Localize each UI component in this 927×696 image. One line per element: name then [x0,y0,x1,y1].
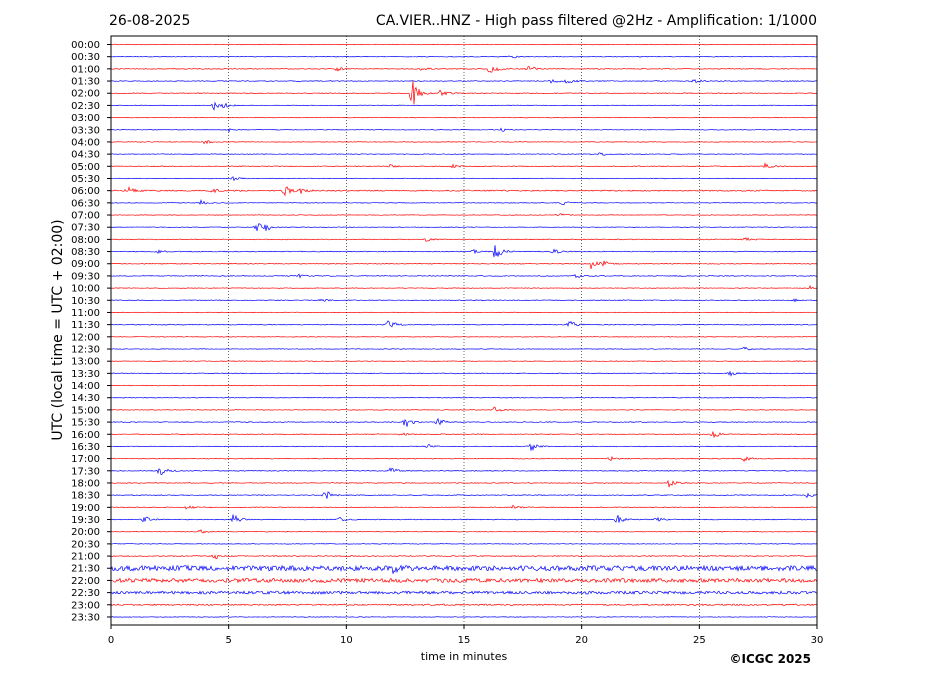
y-tick-label: 12:30 [71,345,100,356]
y-tick-label: 04:00 [71,137,100,148]
x-tick-label: 25 [693,635,706,646]
y-tick-label: 01:00 [71,64,100,75]
y-tick-label: 15:00 [71,405,100,416]
chart-title: CA.VIER..HNZ - High pass filtered @2Hz -… [376,13,817,29]
y-tick-label: 07:00 [71,211,100,222]
y-tick-label: 21:30 [71,564,100,575]
trace-0830 [110,245,818,258]
trace-1530 [110,417,818,427]
y-tick-label: 05:30 [71,174,100,185]
y-tick-label: 11:30 [71,320,100,331]
trace-2100 [110,554,818,560]
copyright-label: ©ICGC 2025 [729,652,811,666]
y-tick-label: 06:00 [71,186,100,197]
trace-0530 [110,176,818,182]
trace-1430 [110,397,818,399]
y-tick-label: 08:30 [71,247,100,258]
trace-1930 [110,514,818,523]
trace-1330 [110,370,818,377]
y-tick-label: 09:00 [71,259,100,270]
y-tick-label: 20:00 [71,527,100,538]
y-tick-label: 06:30 [71,198,100,209]
y-tick-label: 07:30 [71,223,100,234]
trace-0500 [110,162,818,169]
y-tick-label: 14:30 [71,393,100,404]
trace-1600 [110,431,818,438]
y-tick-label: 17:00 [71,454,100,465]
trace-0700 [110,213,818,216]
y-tick-label: 19:30 [71,515,100,526]
y-tick-label: 03:00 [71,113,100,124]
x-tick-label: 30 [811,635,824,646]
trace-2230 [110,590,818,595]
trace-0930 [110,273,818,279]
vertical-gridlines [228,36,700,625]
trace-0000 [110,43,818,46]
trace-2330 [110,616,818,618]
trace-0800 [110,237,818,242]
trace-2130 [110,564,818,574]
trace-1500 [110,406,818,412]
trace-0600 [110,186,818,197]
y-tick-label: 03:30 [71,125,100,136]
y-tick-label: 23:30 [71,612,100,623]
x-tick-label: 15 [458,635,471,646]
y-tick-label: 10:30 [71,296,100,307]
x-tick-label: 5 [225,635,231,646]
y-tick-label: 00:00 [71,40,100,51]
y-tick-label: 09:30 [71,271,100,282]
y-tick-label: 22:00 [71,576,100,587]
y-tick-label: 13:30 [71,369,100,380]
trace-0030 [110,55,818,59]
y-tick-label: 16:00 [71,430,100,441]
y-tick-label: 18:30 [71,491,100,502]
y-tick-label: 08:00 [71,235,100,246]
y-tick-label: 16:30 [71,442,100,453]
y-tick-label: 23:00 [71,600,100,611]
y-tick-label: 02:00 [71,89,100,100]
y-tick-label: 19:00 [71,503,100,514]
y-tick-label: 15:30 [71,418,100,429]
y-tick-label: 22:30 [71,588,100,599]
y-tick-label: 05:00 [71,162,100,173]
y-tick-label: 13:00 [71,357,100,368]
trace-0900 [110,260,818,270]
y-tick-label: 12:00 [71,332,100,343]
trace-2300 [110,603,818,606]
y-tick-label: 11:00 [71,308,100,319]
y-tick-label: 14:00 [71,381,100,392]
trace-1700 [110,455,818,463]
x-axis-label: time in minutes [421,650,508,663]
trace-1630 [110,443,818,452]
y-axis-label: UTC (local time = UTC + 02:00) [50,219,66,440]
x-tick-label: 0 [108,635,114,646]
y-tick-label: 17:30 [71,466,100,477]
date-label: 26-08-2025 [109,13,190,29]
trace-0330 [110,127,818,133]
trace-0730 [110,223,818,231]
trace-0630 [110,199,818,206]
y-tick-label: 00:30 [71,52,100,63]
y-tick-label: 04:30 [71,150,100,161]
x-tick-label: 20 [575,635,588,646]
x-tick-label: 10 [340,635,353,646]
y-tick-label: 21:00 [71,552,100,563]
y-tick-label: 02:30 [71,101,100,112]
y-tick-label: 01:30 [71,77,100,88]
x-tick-labels: 0 5 10 15 20 25 30 [108,625,824,646]
trace-0100 [110,66,818,73]
y-tick-label: 20:30 [71,539,100,550]
trace-1400 [110,384,818,387]
y-tick-label: 10:00 [71,284,100,295]
y-tick-label: 18:00 [71,478,100,489]
